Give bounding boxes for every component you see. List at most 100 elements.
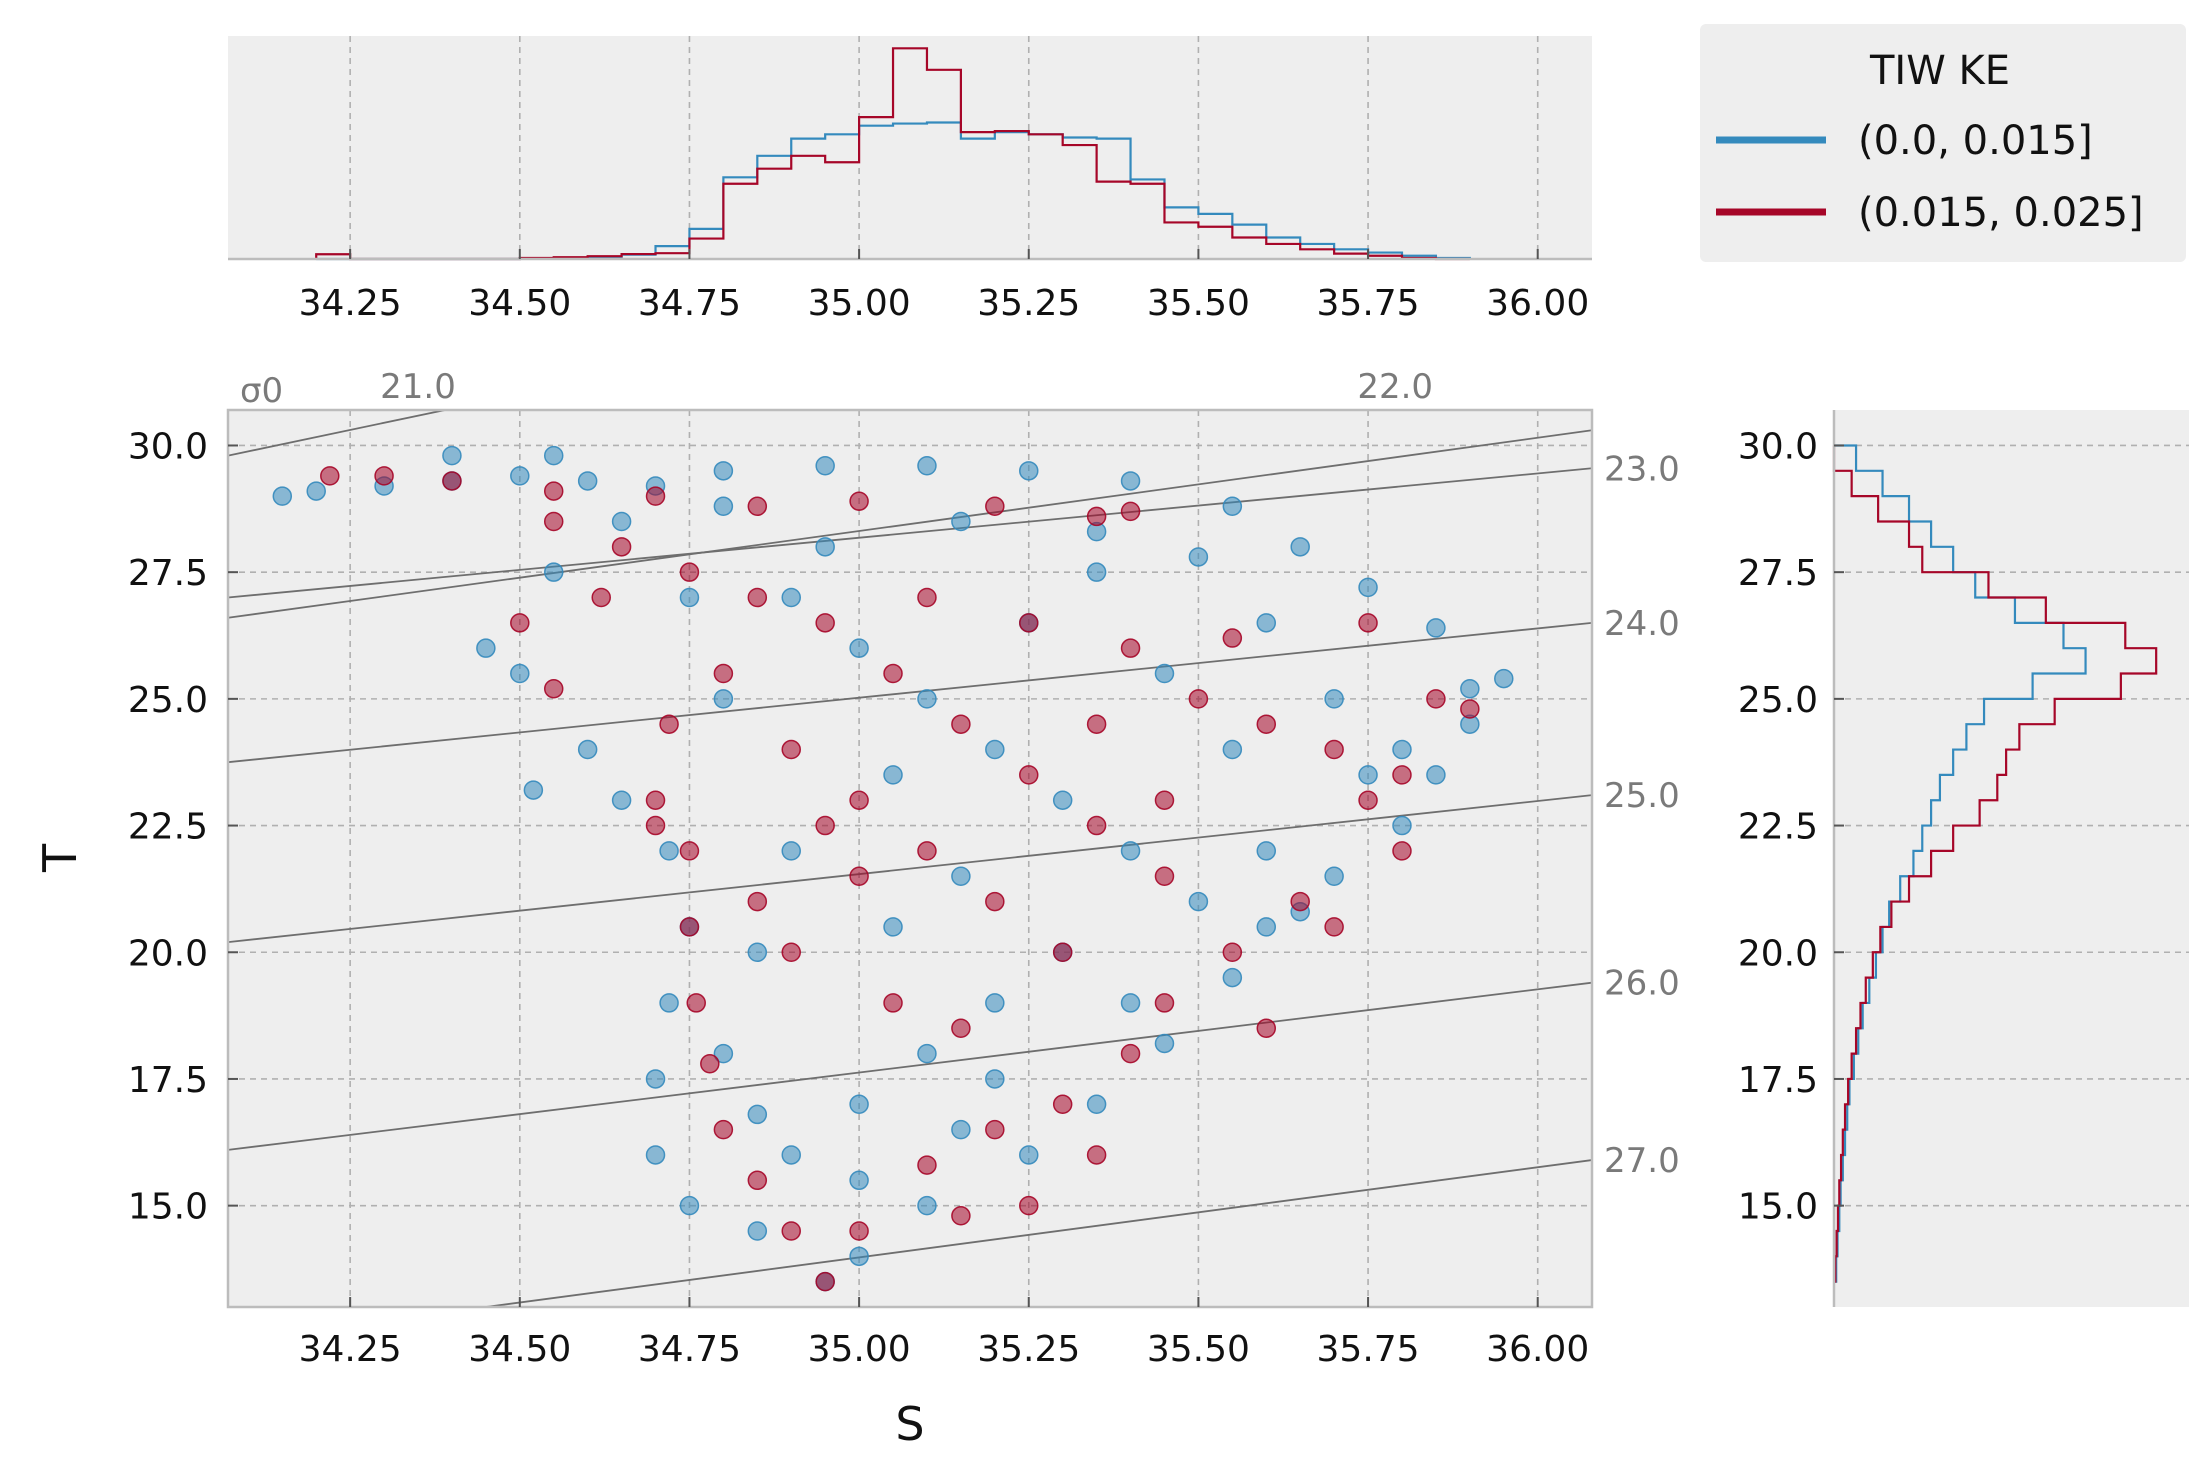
scatter-point — [951, 714, 971, 734]
scatter-point — [1222, 739, 1243, 760]
right-ytick-label: 15.0 — [1738, 1187, 1818, 1228]
scatter-point — [1392, 739, 1412, 760]
scatter-point — [713, 1043, 734, 1064]
scatter-point — [1290, 891, 1310, 912]
scatter-point — [747, 496, 768, 517]
scatter-point — [320, 466, 340, 486]
scatter-point — [1154, 1033, 1175, 1054]
scatter-point — [1120, 501, 1141, 522]
scatter-point — [577, 471, 598, 491]
scatter-point — [1086, 562, 1107, 582]
scatter-point — [1019, 1145, 1039, 1165]
scatter-point — [1358, 765, 1378, 785]
scatter-point — [883, 993, 903, 1013]
scatter-point — [815, 1271, 835, 1292]
scatter-point — [1426, 765, 1446, 785]
top-xtick-label: 34.50 — [468, 283, 571, 324]
density-contour-label: 27.0 — [1604, 1141, 1680, 1181]
legend-label-red: (0.015, 0.025] — [1858, 190, 2144, 236]
main-ytick-label: 20.0 — [128, 933, 208, 974]
scatter-point — [815, 613, 835, 633]
scatter-point — [1324, 917, 1344, 937]
scatter-point — [951, 866, 971, 886]
scatter-point — [781, 1221, 801, 1241]
scatter-point — [679, 917, 700, 937]
scatter-point — [849, 866, 869, 886]
scatter-point — [1154, 993, 1175, 1013]
legend-title: TIW KE — [1869, 48, 2010, 94]
scatter-point — [1222, 496, 1243, 517]
density-contour — [228, 621, 1592, 764]
scatter-point — [815, 537, 835, 557]
scatter-point — [543, 562, 564, 582]
scatter-point — [1154, 790, 1175, 810]
density-contour-label: 25.0 — [1604, 776, 1680, 816]
scatter-point — [1426, 618, 1446, 638]
scatter-point — [645, 790, 666, 810]
scatter-point — [1222, 942, 1243, 963]
main-xtick-label: 34.50 — [468, 1329, 571, 1370]
scatter-point — [849, 638, 869, 658]
scatter-point — [1392, 841, 1412, 861]
scatter-point — [1188, 547, 1209, 567]
right-histogram-background — [1834, 410, 2189, 1307]
main-ytick-label: 30.0 — [128, 426, 208, 467]
scatter-point — [917, 1155, 937, 1175]
main-frame — [226, 408, 1594, 1309]
scatter-point — [1052, 1094, 1073, 1115]
scatter-point — [951, 1206, 971, 1226]
scatter-point — [849, 1094, 869, 1115]
main-ytick-label: 22.5 — [128, 807, 208, 848]
scatter-point — [883, 917, 903, 937]
scatter-point — [747, 1104, 768, 1125]
main-xtick-label: 35.50 — [1147, 1329, 1250, 1370]
scatter-point — [917, 1043, 937, 1064]
scatter-point — [1019, 1195, 1039, 1216]
main-scatter: 34.25 34.50 34.75 35.00 35.25 35.50 35.75 36.00… — [33, 367, 1680, 1451]
scatter-point — [1086, 1094, 1107, 1115]
scatter-point — [645, 815, 666, 836]
scatter-point — [510, 663, 530, 684]
scatter-point — [1154, 866, 1175, 886]
scatter-point — [1358, 577, 1378, 598]
scatter-point — [679, 1195, 700, 1216]
scatter-point — [659, 841, 679, 861]
scatter-point — [523, 780, 544, 800]
scatter-point — [1120, 993, 1141, 1013]
sigma-label: σ0 — [240, 371, 283, 411]
scatter-point — [951, 511, 971, 532]
scatter-point — [917, 587, 937, 608]
scatter-point — [1120, 471, 1141, 491]
main-xtick-label: 35.00 — [808, 1329, 911, 1370]
scatter-point — [1426, 689, 1446, 709]
scatter-point — [272, 486, 293, 506]
scatter-point — [442, 471, 462, 491]
main-xtick-label: 35.75 — [1317, 1329, 1420, 1370]
legend: TIW KE (0.0, 0.015] (0.015, 0.025] — [1700, 24, 2186, 262]
main-ytick-label: 25.0 — [128, 680, 208, 721]
legend-box — [1700, 24, 2186, 262]
right-ytick-label: 22.5 — [1738, 807, 1818, 848]
right-ytick-label: 27.5 — [1738, 553, 1818, 594]
scatter-point — [679, 587, 700, 608]
scatter-point — [747, 891, 768, 912]
scatter-point — [1019, 461, 1039, 481]
main-xtick-label: 34.25 — [299, 1329, 402, 1370]
scatter-point — [476, 638, 496, 658]
scatter-point — [713, 663, 734, 684]
scatter-point — [543, 445, 564, 466]
scatter-series-red — [320, 466, 1480, 1292]
scatter-point — [1052, 790, 1073, 810]
right-histogram-step-red — [1832, 445, 2158, 1283]
scatter-point — [1086, 815, 1107, 836]
scatter-point — [679, 841, 700, 861]
scatter-point — [917, 841, 937, 861]
density-contour-label: 26.0 — [1604, 964, 1680, 1004]
top-xtick-label: 35.50 — [1147, 283, 1250, 324]
scatter-point — [849, 491, 869, 511]
scatter-point — [1120, 638, 1141, 658]
y-axis-label: T — [33, 843, 87, 873]
main-xtick-label: 36.00 — [1486, 1329, 1589, 1370]
right-ytick-label: 25.0 — [1738, 680, 1818, 721]
